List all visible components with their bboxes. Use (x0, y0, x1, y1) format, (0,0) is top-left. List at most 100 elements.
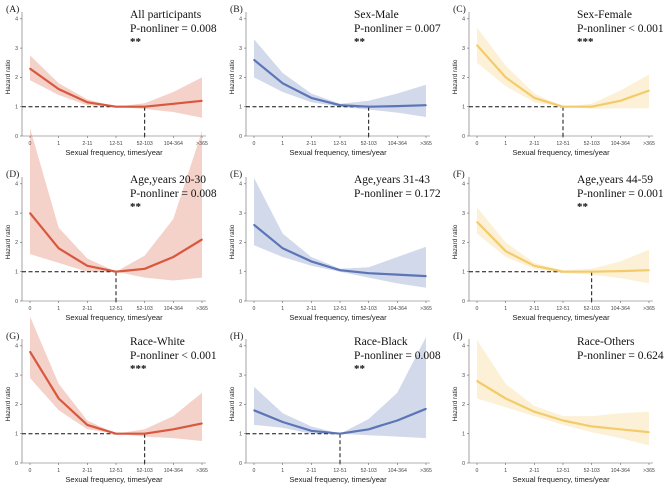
x-tick-label: 1 (504, 141, 507, 147)
significance-stars: ** (354, 36, 366, 48)
x-tick-label: 104-364 (164, 141, 183, 147)
y-tick-label: 2 (15, 240, 18, 246)
panel-e: 0 1 2 3 4 0 1 2-11 12-51 52-103 104-364 >365 (E) Age,… (229, 169, 441, 322)
y-tick-label: 1 (462, 104, 465, 110)
x-tick-label: 2-11 (529, 468, 539, 474)
hr-point (201, 422, 203, 425)
confidence-band (477, 339, 649, 446)
x-axis-title: Sexual frequency, times/year (289, 148, 387, 157)
y-tick-label: 2 (462, 402, 465, 408)
x-tick-label: 12-51 (556, 468, 569, 474)
y-tick-label: 4 (462, 17, 465, 23)
x-tick-label: >365 (643, 468, 655, 474)
x-tick-label: 12-51 (556, 141, 569, 147)
y-tick-label: 2 (15, 402, 18, 408)
x-tick-label: 2-11 (529, 141, 539, 147)
y-tick-label: 1 (15, 431, 18, 437)
hr-point (29, 350, 31, 353)
panel-label: (E) (230, 169, 242, 180)
x-tick-label: 2-11 (82, 141, 92, 147)
x-tick-label: 0 (476, 141, 479, 147)
x-tick-label: 52-103 (584, 141, 600, 147)
y-tick-label: 4 (15, 17, 18, 23)
x-tick-label: 52-103 (137, 141, 153, 147)
y-tick-label: 0 (15, 461, 18, 467)
x-tick-label: 52-103 (137, 306, 153, 312)
x-tick-label: 1 (504, 468, 507, 474)
confidence-band (254, 39, 426, 117)
panel-title: Race-Others (577, 336, 635, 348)
panel-title: All participants (130, 9, 202, 21)
hr-point (201, 100, 203, 102)
significance-stars: ** (130, 36, 142, 48)
hr-point (57, 88, 60, 90)
y-tick-label: 0 (462, 134, 465, 140)
hr-point (425, 407, 427, 410)
y-tick-label: 1 (462, 431, 465, 437)
hr-point (562, 105, 564, 108)
x-tick-label: 1 (57, 468, 60, 474)
panel-c: 0 1 2 3 4 0 1 2-11 12-51 52-103 104-364 >365 (C) Sex-… (452, 4, 664, 157)
y-tick-label: 4 (239, 344, 242, 350)
x-tick-label: 104-364 (611, 141, 630, 147)
hr-point (339, 432, 341, 435)
hr-point (281, 82, 284, 85)
hr-point (648, 269, 650, 272)
x-tick-label: 0 (29, 141, 32, 147)
y-tick-label: 0 (15, 299, 18, 305)
hr-point (619, 428, 622, 431)
confidence-band (30, 316, 202, 441)
p-value: P-nonliner = 0.624 (577, 350, 664, 362)
x-tick-label: 52-103 (584, 306, 600, 312)
hr-point (115, 432, 117, 435)
hr-point (562, 270, 564, 273)
panel-title: Race-Black (354, 336, 408, 348)
y-tick-label: 3 (462, 373, 465, 379)
y-tick-label: 3 (239, 46, 242, 52)
y-tick-label: 3 (462, 46, 465, 52)
hr-point (504, 76, 507, 79)
y-tick-label: 2 (239, 75, 242, 81)
x-tick-label: 0 (476, 468, 479, 474)
x-tick-label: 52-103 (361, 141, 377, 147)
x-tick-label: 104-364 (611, 306, 630, 312)
hr-point (253, 59, 255, 61)
y-axis-title: Hazard ratio (452, 224, 459, 259)
x-tick-label: >365 (643, 306, 655, 312)
y-tick-label: 4 (15, 182, 18, 188)
p-value: P-nonliner = 0.008 (130, 23, 217, 35)
hr-point (29, 212, 31, 214)
y-tick-label: 2 (15, 75, 18, 81)
x-tick-label: 52-103 (584, 468, 600, 474)
x-tick-label: 12-51 (109, 141, 122, 147)
hr-point (590, 270, 593, 273)
x-tick-label: 104-364 (388, 468, 407, 474)
y-tick-label: 0 (239, 134, 242, 140)
y-tick-label: 1 (239, 104, 242, 110)
x-tick-label: 52-103 (137, 468, 153, 474)
panel-label: (H) (230, 331, 243, 342)
hr-point (533, 410, 536, 413)
panel-label: (I) (453, 331, 463, 342)
hr-point (172, 256, 175, 258)
y-axis-title: Hazard ratio (229, 386, 236, 421)
hr-point (172, 102, 175, 105)
x-tick-label: >365 (643, 141, 655, 147)
hr-point (57, 247, 60, 250)
panel-label: (G) (6, 331, 19, 342)
x-tick-label: >365 (420, 141, 432, 147)
hr-point (533, 265, 536, 267)
x-tick-label: 1 (281, 141, 284, 147)
x-tick-label: >365 (420, 468, 432, 474)
hr-point (143, 432, 146, 435)
y-tick-label: 1 (15, 104, 18, 110)
hr-point (115, 105, 117, 108)
hr-point (310, 97, 313, 99)
panel-title: Age,years 31-43 (354, 174, 430, 186)
hr-point (86, 424, 89, 426)
y-tick-label: 3 (462, 211, 465, 217)
hr-point (619, 100, 622, 102)
y-tick-label: 2 (462, 240, 465, 246)
x-tick-label: 1 (57, 306, 60, 312)
hr-point (310, 429, 313, 432)
